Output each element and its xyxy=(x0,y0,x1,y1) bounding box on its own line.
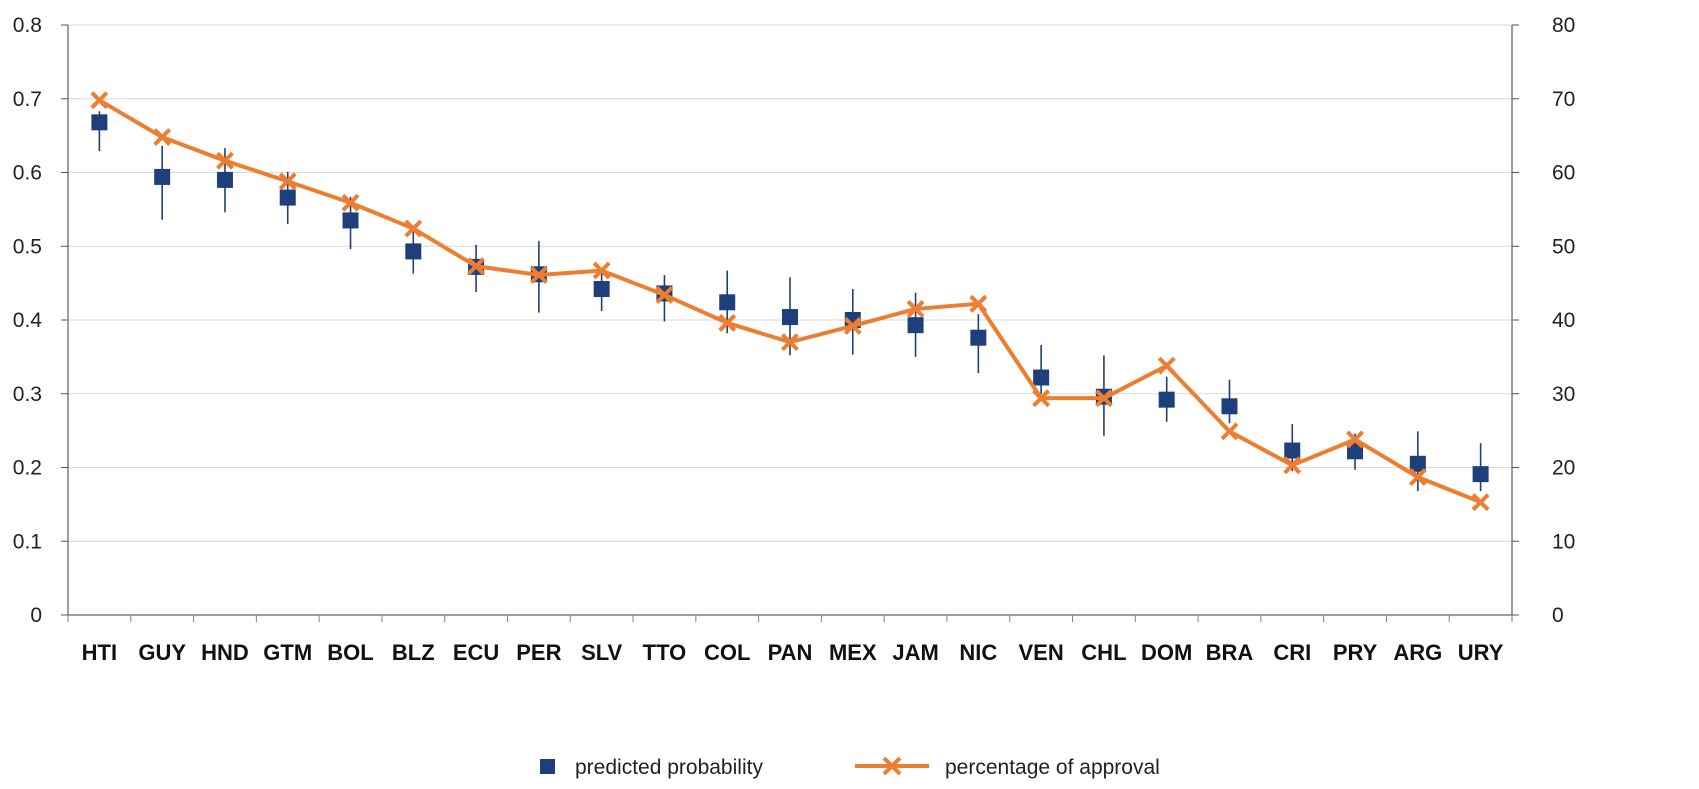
predicted-probability-error-bars xyxy=(98,111,1482,492)
data-point-predicted-probability xyxy=(719,294,736,311)
legend-label-percentage-of-approval: percentage of approval xyxy=(945,756,1160,779)
data-point-percentage-of-approval xyxy=(655,286,674,304)
category-label: CHL xyxy=(1081,640,1126,665)
right-axis-tick-label: 70 xyxy=(1552,88,1575,111)
data-point-predicted-probability xyxy=(279,189,296,206)
data-point-percentage-of-approval xyxy=(90,91,109,110)
data-point-percentage-of-approval xyxy=(1471,493,1490,512)
left-axis-tick-label: 0.6 xyxy=(13,162,42,185)
right-axis-tick-label: 0 xyxy=(1552,604,1564,627)
category-label: URY xyxy=(1458,640,1504,665)
left-axis-tick-label: 0.2 xyxy=(13,457,42,480)
data-point-predicted-probability xyxy=(970,329,987,346)
data-point-predicted-probability xyxy=(1472,466,1489,483)
left-axis-tick-label: 0.1 xyxy=(13,530,42,553)
left-axis-tick-label: 0 xyxy=(30,604,42,627)
category-label: VEN xyxy=(1019,640,1064,665)
data-point-percentage-of-approval xyxy=(1283,456,1302,475)
data-point-predicted-probability xyxy=(782,309,798,326)
category-label: GUY xyxy=(138,640,186,665)
category-label: JAM xyxy=(892,640,938,665)
data-point-predicted-probability xyxy=(1409,455,1426,472)
percentage-of-approval-series xyxy=(90,91,1490,512)
category-label: PER xyxy=(516,640,561,665)
data-point-percentage-of-approval xyxy=(153,128,172,147)
data-point-predicted-probability xyxy=(907,317,924,334)
category-label: ARG xyxy=(1393,640,1442,665)
data-point-predicted-probability xyxy=(1158,391,1175,408)
right-axis-tick-label: 80 xyxy=(1552,14,1575,37)
legend-x-marker xyxy=(882,756,902,776)
data-point-percentage-of-approval xyxy=(467,257,486,276)
category-label: PRY xyxy=(1333,640,1378,665)
right-axis-tick-label: 30 xyxy=(1552,383,1575,406)
category-labels: HTI GUY HND GTM BOL BLZ ECU PER SLV TTO COL PAN MEX J… xyxy=(82,640,1504,665)
data-point-percentage-of-approval xyxy=(969,294,988,313)
data-point-percentage-of-approval xyxy=(592,261,611,280)
data-point-predicted-probability xyxy=(91,114,108,131)
data-point-predicted-probability xyxy=(154,168,171,185)
category-label: PAN xyxy=(768,640,813,665)
data-point-predicted-probability xyxy=(593,281,610,298)
data-point-percentage-of-approval xyxy=(1346,430,1364,449)
left-axis-tick-label: 0.7 xyxy=(13,88,42,111)
right-axis-tick-label: 60 xyxy=(1552,162,1575,185)
data-point-predicted-probability xyxy=(342,212,359,229)
data-point-predicted-probability xyxy=(1033,369,1050,386)
category-label: SLV xyxy=(581,640,622,665)
data-point-percentage-of-approval xyxy=(529,266,548,284)
category-label: TTO xyxy=(643,640,687,665)
data-point-predicted-probability xyxy=(1284,442,1301,459)
right-axis-tick-label: 40 xyxy=(1552,309,1575,332)
category-label: GTM xyxy=(263,640,312,665)
data-point-predicted-probability xyxy=(405,243,422,260)
left-axis-tick-label: 0.3 xyxy=(13,383,42,406)
data-point-percentage-of-approval xyxy=(1032,389,1051,408)
data-point-percentage-of-approval xyxy=(906,300,925,318)
category-label: BRA xyxy=(1206,640,1254,665)
category-label: BOL xyxy=(327,640,373,665)
category-label: MEX xyxy=(829,640,877,665)
category-label: DOM xyxy=(1141,640,1192,665)
data-point-percentage-of-approval xyxy=(718,314,737,332)
right-axis-tick-label: 50 xyxy=(1552,235,1575,258)
left-axis-tick-label: 0.4 xyxy=(13,309,43,332)
category-label: HND xyxy=(201,640,249,665)
data-point-predicted-probability xyxy=(216,171,233,188)
category-label: NIC xyxy=(959,640,997,665)
data-point-percentage-of-approval xyxy=(216,151,234,170)
data-point-percentage-of-approval xyxy=(1408,468,1427,487)
gridlines xyxy=(68,24,1512,542)
data-point-percentage-of-approval xyxy=(341,193,360,212)
left-axis-ticks: 0 0.1 0.2 0.3 0.4 0.5 0.6 0.7 0.8 xyxy=(13,14,68,627)
right-axis-ticks: 0 10 20 30 40 50 60 70 80 xyxy=(1512,14,1575,627)
data-point-predicted-probability xyxy=(1347,443,1364,460)
category-label: BLZ xyxy=(392,640,435,665)
data-point-predicted-probability xyxy=(1221,398,1238,415)
legend-label-predicted-probability: predicted probability xyxy=(575,756,763,779)
data-point-percentage-of-approval xyxy=(278,172,297,191)
category-label: COL xyxy=(704,640,750,665)
right-axis-tick-label: 20 xyxy=(1552,457,1575,480)
left-axis-tick-label: 0.8 xyxy=(13,14,42,37)
data-point-percentage-of-approval xyxy=(1094,389,1113,408)
left-axis-tick-label: 0.5 xyxy=(13,235,42,258)
category-label: CRI xyxy=(1273,640,1311,665)
legend: predicted probability percentage of appr… xyxy=(540,756,1160,779)
data-point-percentage-of-approval xyxy=(1157,356,1176,375)
data-point-percentage-of-approval xyxy=(843,316,862,335)
category-label: HTI xyxy=(82,640,117,665)
data-point-percentage-of-approval xyxy=(404,219,423,238)
category-label: ECU xyxy=(453,640,499,665)
data-point-percentage-of-approval xyxy=(1220,422,1239,441)
right-axis-tick-label: 10 xyxy=(1552,530,1575,553)
legend-square-marker xyxy=(540,759,555,774)
data-point-percentage-of-approval xyxy=(781,333,799,352)
